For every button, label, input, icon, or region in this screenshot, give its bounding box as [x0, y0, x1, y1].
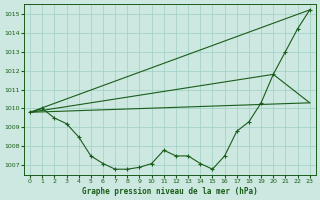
X-axis label: Graphe pression niveau de la mer (hPa): Graphe pression niveau de la mer (hPa) — [82, 187, 258, 196]
